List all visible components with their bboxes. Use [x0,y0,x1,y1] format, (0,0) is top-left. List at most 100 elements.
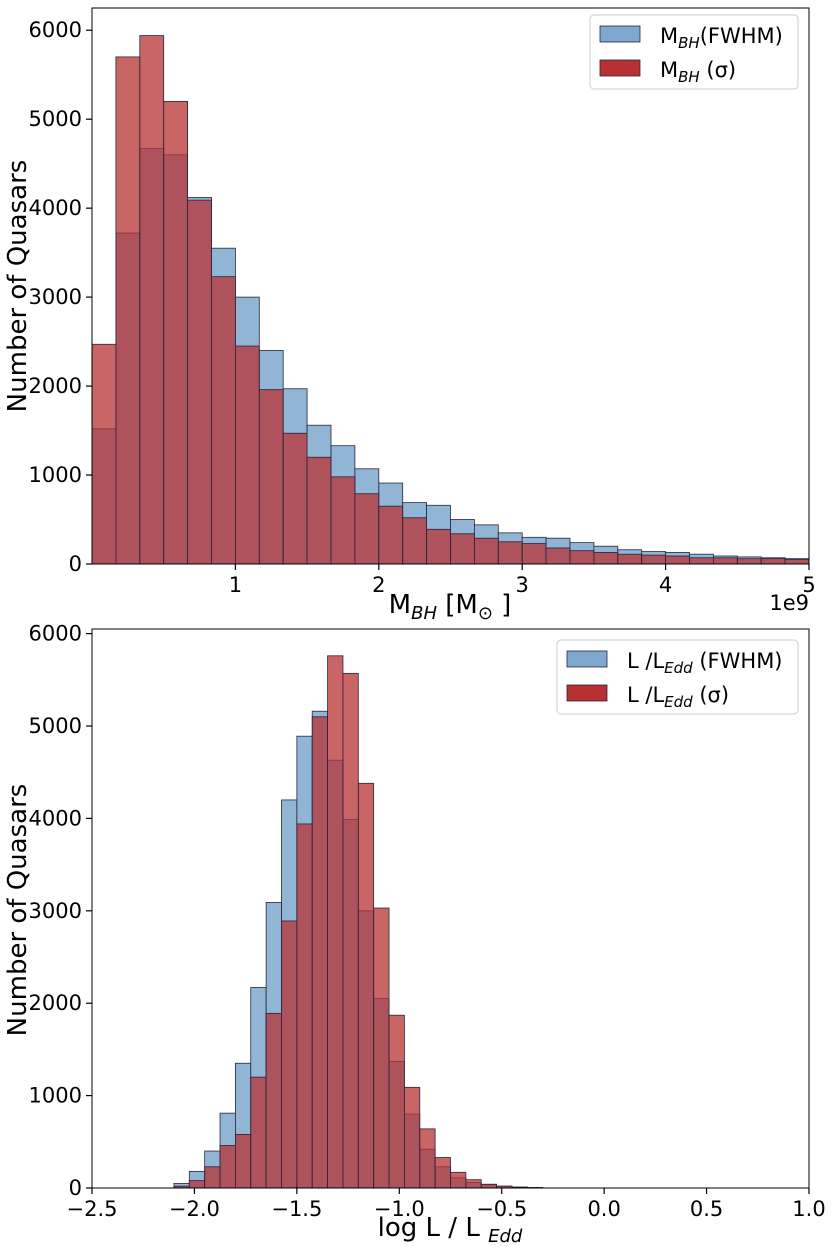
mbh-x-tick-label: 2 [372,573,385,597]
edd-bar-sigma [419,1128,436,1189]
mbh-y-tick-label: 5000 [29,107,82,131]
mbh-offset-text: 1e9 [769,591,809,615]
mbh-bar-sigma [187,199,212,565]
mbh-bar-sigma [163,101,188,565]
edd-y-tick-label: 1000 [29,1084,82,1108]
mbh-legend: MBH(FWHM) MBH (σ) [589,14,799,90]
edd-bar-sigma [265,1012,282,1189]
edd-legend-label-sigma: L /LEdd (σ) [627,683,729,711]
edd-bar-sigma [450,1171,467,1189]
edd-legend-swatch-fwhm [566,650,608,668]
edd-x-ticks: −2.5 −2.0 −1.5 −1.0 −0.5 0.0 0.5 1.0 [67,1188,826,1221]
mbh-bar-sigma [139,35,165,565]
mbh-y-axis-label: Number of Quasars [3,160,33,413]
edd-bar-sigma [327,655,344,1189]
edd-y-tick-label: 3000 [29,899,82,923]
edd-bar-sigma [219,1145,236,1189]
mbh-y-tick-label: 3000 [29,285,82,309]
panel-eddington-histogram: 0 1000 2000 3000 4000 5000 6000 −2.5 −2.0 −1.5 −1… [3,622,826,1247]
mbh-bar-sigma [402,517,427,565]
mbh-axes-frame [91,7,810,565]
mbh-x-axis-label: MBH [M⊙ ] [389,590,512,624]
mbh-bar-sigma [330,476,356,565]
edd-x-tick-label: 0.0 [587,1197,620,1221]
mbh-bar-sigma [545,547,571,565]
edd-bar-sigma [404,1086,421,1189]
mbh-legend-swatch-sigma [599,59,641,77]
mbh-bar-sigma [569,550,595,565]
mbh-x-tick-label: 5 [802,573,815,597]
edd-x-tick-label: 0.5 [690,1197,723,1221]
edd-x-tick-label: −1.5 [271,1197,322,1221]
edd-legend-box [556,639,799,715]
edd-bars [173,655,544,1189]
mbh-bar-sigma [426,528,451,565]
edd-axes-frame [91,628,810,1189]
mbh-bar-sigma [760,558,786,565]
edd-bar-sigma [465,1179,482,1189]
mbh-bar-sigma [473,537,499,565]
edd-x-tick-label: −0.5 [476,1197,527,1221]
edd-y-ticks: 0 1000 2000 3000 4000 5000 6000 [29,622,92,1200]
mbh-bar-sigma [497,541,523,565]
mbh-bar-sigma [115,56,141,565]
mbh-bar-sigma [713,557,738,565]
edd-y-tick-label: 6000 [29,622,82,646]
mbh-bars [91,35,810,565]
mbh-legend-label-fwhm: MBH(FWHM) [660,24,783,52]
mbh-bar-sigma [689,557,714,565]
mbh-bar-sigma [450,533,475,565]
mbh-y-ticks: 0 1000 2000 3000 4000 5000 6000 [29,18,92,576]
mbh-bar-sigma [378,505,404,565]
mbh-bar-sigma [354,493,380,565]
edd-bar-sigma [281,920,298,1189]
mbh-bar-sigma [91,343,117,565]
edd-bar-sigma [204,1166,221,1189]
mbh-bar-sigma [282,432,308,565]
edd-legend-swatch-sigma [566,684,608,702]
edd-y-tick-label: 4000 [29,806,82,830]
mbh-y-tick-label: 0 [69,552,82,576]
mbh-y-tick-label: 2000 [29,374,82,398]
mbh-legend-box [589,14,799,90]
mbh-y-tick-label: 6000 [29,18,82,42]
panel-mbh-histogram: 0 1000 2000 3000 4000 5000 6000 1 2 3 4 5 1e9 MBH … [3,7,816,624]
edd-bar-sigma [434,1157,451,1189]
mbh-bar-sigma [665,555,690,565]
mbh-x-tick-label: 3 [516,573,529,597]
edd-x-axis-label: log L / L Edd [378,1213,523,1247]
edd-bar-sigma [342,672,359,1189]
edd-legend-label-fwhm: L /LEdd (FWHM) [627,649,783,677]
edd-x-tick-label: −1.0 [374,1197,425,1221]
mbh-bar-sigma [641,554,667,565]
mbh-bar-sigma [784,559,810,565]
edd-y-tick-label: 0 [69,1176,82,1200]
edd-bar-sigma [373,907,390,1189]
edd-bar-sigma [188,1180,206,1189]
edd-bar-sigma [388,1014,405,1189]
edd-bar-sigma [311,716,328,1189]
mbh-bar-sigma [736,558,762,565]
edd-bar-sigma [480,1183,497,1189]
mbh-bar-sigma [211,276,236,565]
mbh-bar-sigma [234,345,260,565]
mbh-bar-sigma [521,543,547,565]
mbh-bar-sigma [258,389,284,565]
edd-y-tick-label: 5000 [29,714,82,738]
mbh-legend-label-sigma: MBH (σ) [660,58,736,86]
mbh-x-ticks: 1 2 3 4 5 [229,564,816,597]
edd-y-tick-label: 2000 [29,991,82,1015]
mbh-bar-sigma [306,456,332,565]
mbh-x-tick-label: 1 [229,573,242,597]
edd-bar-sigma [296,823,313,1189]
edd-bar-sigma [357,782,375,1189]
edd-bar-sigma [250,1076,267,1189]
edd-bar-sigma [234,1134,252,1189]
edd-legend: L /LEdd (FWHM) L /LEdd (σ) [556,639,799,715]
mbh-x-tick-label: 4 [659,573,672,597]
edd-x-tick-label: 1.0 [792,1197,825,1221]
edd-x-tick-label: −2.5 [67,1197,118,1221]
edd-x-tick-label: −2.0 [169,1197,220,1221]
mbh-bar-sigma [593,552,619,565]
